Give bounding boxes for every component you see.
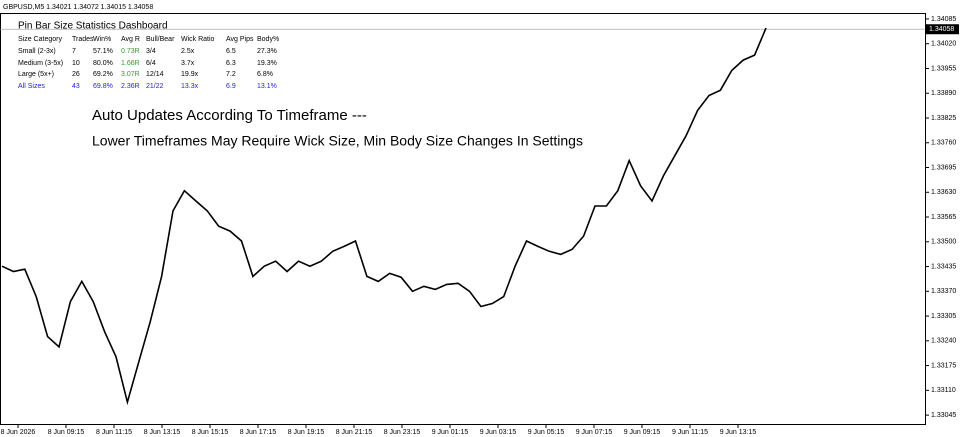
table-cell: 69.2%: [93, 71, 113, 78]
dashboard-title: Pin Bar Size Statistics Dashboard: [18, 21, 168, 32]
x-tick-label: 8 Jun 11:15: [96, 429, 132, 436]
table-cell: Medium (3-5x): [18, 60, 63, 67]
table-header: Win%: [93, 36, 111, 43]
table-cell: All Sizes: [18, 83, 45, 90]
table-cell: 3.7x: [181, 60, 195, 67]
x-tick-label: 9 Jun 07:15: [576, 429, 613, 436]
x-tick-label: 8 Jun 09:15: [48, 429, 85, 436]
y-tick-label: 1.33175: [931, 362, 956, 369]
x-tick-label: 8 Jun 23:15: [384, 429, 421, 436]
table-cell: 6.9: [226, 83, 236, 90]
y-tick-label: 1.34020: [931, 41, 956, 48]
y-tick-label: 1.33045: [931, 412, 956, 419]
x-tick-label: 8 Jun 19:15: [288, 429, 325, 436]
table-cell: 3.07R: [121, 71, 140, 78]
y-tick-label: 1.33890: [931, 90, 956, 97]
x-tick-label: 8 Jun 17:15: [240, 429, 277, 436]
annotation: Lower Timeframes May Require Wick Size, …: [92, 133, 583, 149]
y-tick-label: 1.33500: [931, 239, 956, 246]
table-header: Size Category: [18, 36, 62, 43]
table-cell: 43: [72, 83, 80, 90]
symbol-header: GBPUSD,M5 1.34021 1.34072 1.34015 1.3405…: [3, 4, 153, 11]
table-cell: 6.5: [226, 48, 236, 55]
table-cell: 0.73R: [121, 48, 140, 55]
x-tick-label: 9 Jun 03:15: [480, 429, 517, 436]
table-cell: 1.66R: [121, 60, 140, 67]
table-cell: 6.8%: [257, 71, 273, 78]
y-tick-label: 1.33110: [931, 387, 956, 394]
table-header: Trades: [72, 36, 94, 43]
y-tick-label: 1.33825: [931, 115, 956, 122]
x-tick-label: 8 Jun 2026: [1, 429, 36, 436]
table-cell: 19.3%: [257, 60, 277, 67]
table-cell: 3/4: [146, 48, 156, 55]
table-cell: 27.3%: [257, 48, 277, 55]
y-tick-label: 1.33305: [931, 313, 956, 320]
table-cell: 2.5x: [181, 48, 195, 55]
y-tick-label: 1.33240: [931, 338, 956, 345]
y-tick-label: 1.33760: [931, 140, 956, 147]
table-header: Bull/Bear: [146, 36, 175, 43]
current-price-box: [926, 24, 959, 35]
y-tick-label: 1.34085: [931, 16, 956, 23]
y-tick-label: 1.33435: [931, 263, 956, 270]
table-cell: 13.1%: [257, 83, 277, 90]
x-tick-label: 8 Jun 21:15: [336, 429, 373, 436]
table-header: Body%: [257, 36, 279, 43]
table-header: Avg R: [121, 36, 140, 43]
y-tick-label: 1.33630: [931, 189, 956, 196]
current-price-label: 1.34058: [929, 26, 954, 33]
table-cell: 10: [72, 60, 80, 67]
table-cell: 12/14: [146, 71, 164, 78]
x-tick-label: 9 Jun 11:15: [672, 429, 708, 436]
x-tick-label: 8 Jun 15:15: [192, 429, 229, 436]
y-tick-label: 1.33370: [931, 288, 956, 295]
table-cell: 57.1%: [93, 48, 113, 55]
table-cell: 26: [72, 71, 80, 78]
table-cell: 2.36R: [121, 83, 140, 90]
table-cell: 69.8%: [93, 83, 113, 90]
table-cell: 13.3x: [181, 83, 199, 90]
table-cell: Large (5x+): [18, 71, 54, 78]
table-cell: 7: [72, 48, 76, 55]
y-tick-label: 1.33695: [931, 164, 956, 171]
x-tick-label: 9 Jun 05:15: [528, 429, 565, 436]
plot-frame: [0, 13, 926, 425]
table-header: Wick Ratio: [181, 36, 215, 43]
x-tick-label: 9 Jun 09:15: [624, 429, 661, 436]
table-header: Avg Pips: [226, 36, 254, 43]
y-tick-label: 1.33565: [931, 214, 956, 221]
price-line: [1, 27, 767, 406]
table-cell: 21/22: [146, 83, 164, 90]
table-cell: 80.0%: [93, 60, 113, 67]
x-tick-label: 9 Jun 01:15: [432, 429, 469, 436]
x-tick-label: 8 Jun 13:15: [144, 429, 181, 436]
table-cell: Small (2-3x): [18, 48, 56, 55]
table-cell: 6.3: [226, 60, 236, 67]
annotation: Auto Updates According To Timeframe ---: [92, 107, 367, 124]
table-cell: 6/4: [146, 60, 156, 67]
y-tick-label: 1.33955: [931, 65, 956, 72]
table-cell: 19.9x: [181, 71, 199, 78]
table-cell: 7.2: [226, 71, 236, 78]
x-tick-label: 9 Jun 13:15: [720, 429, 757, 436]
